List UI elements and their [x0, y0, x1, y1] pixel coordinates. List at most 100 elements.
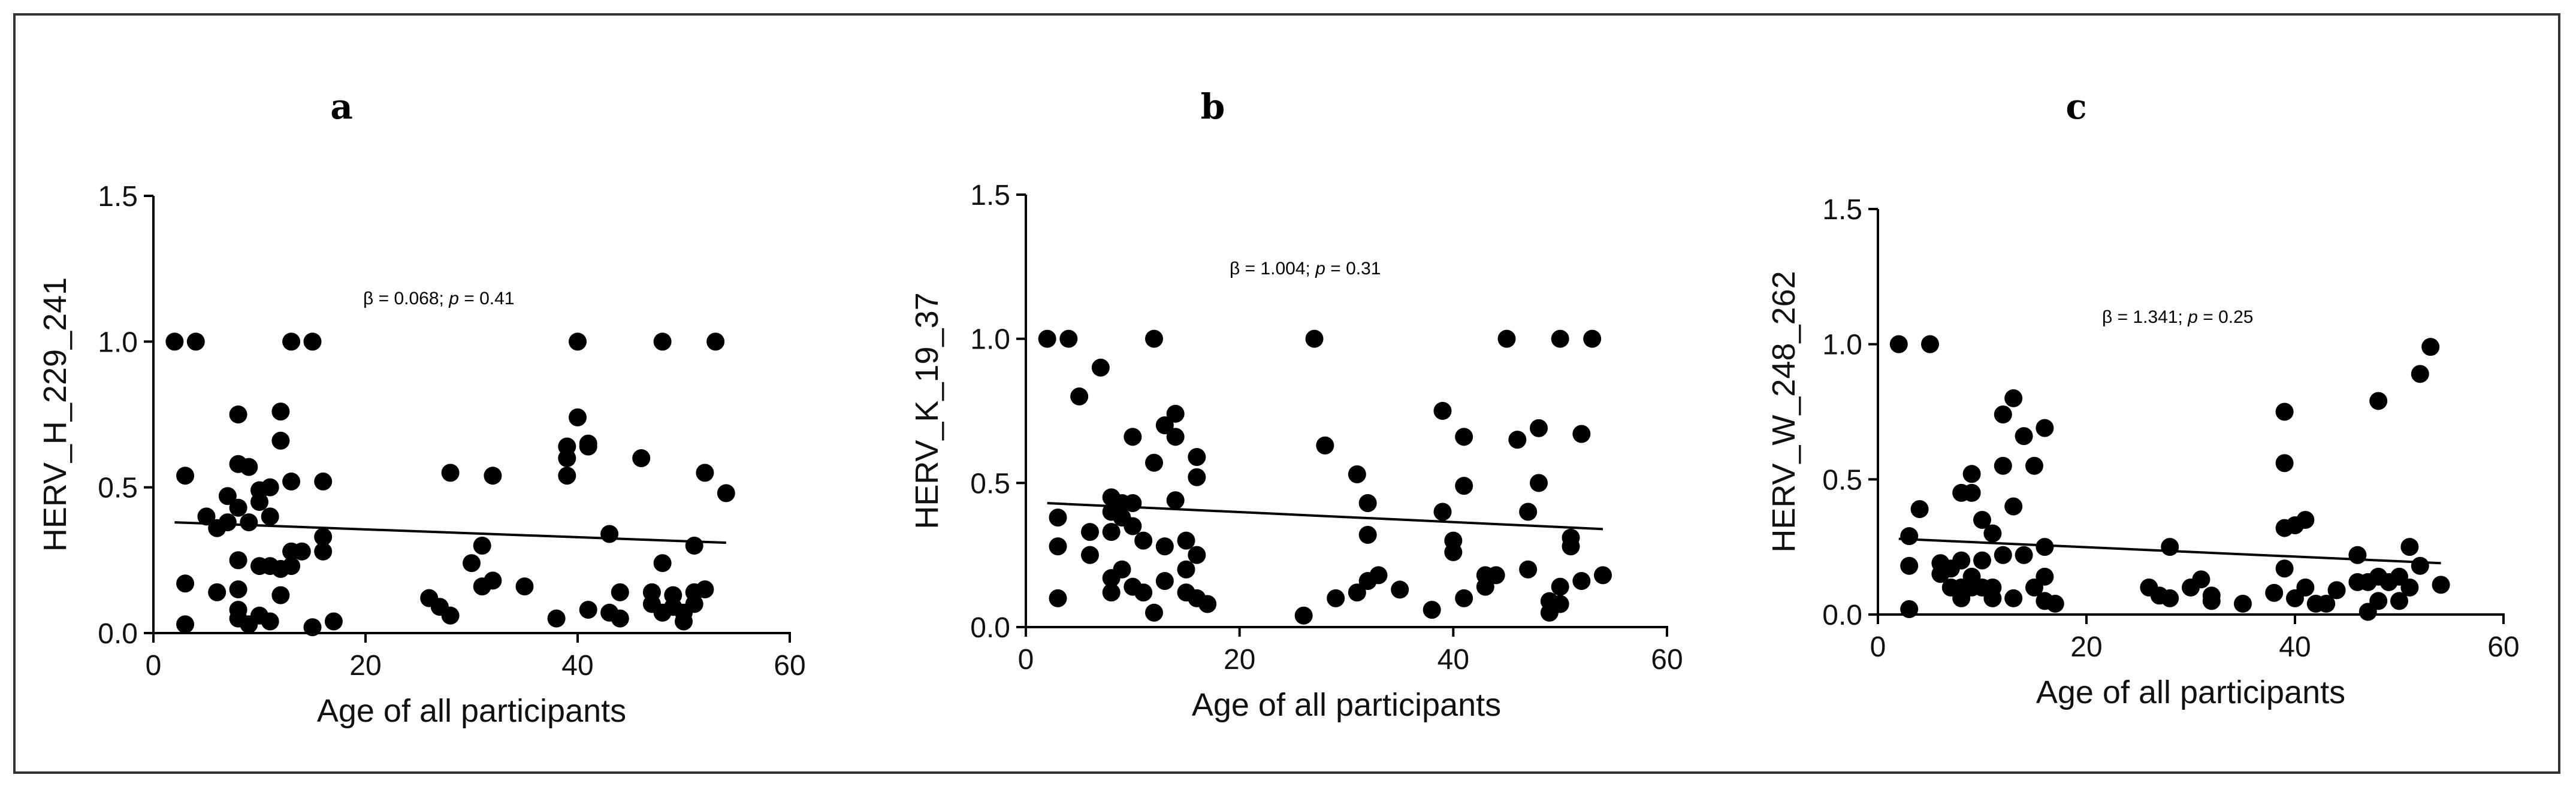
beta-value: β = 0.068;	[363, 289, 449, 308]
data-point	[1305, 329, 1324, 348]
data-point	[1508, 431, 1527, 449]
panel-c: c 0 20 40 60 0.0 0.5 1.0 1.5 Age of all participa…	[1766, 86, 2520, 710]
data-point	[218, 513, 237, 532]
y-axis-title: HERV_K_19_37	[909, 292, 945, 529]
panel-b: b 0 20 40 60 0.0 0.5 1.0 1.5 Age of all participa…	[909, 86, 1683, 723]
data-point	[441, 464, 460, 482]
data-point	[1530, 474, 1548, 492]
data-point	[1572, 425, 1591, 443]
data-point	[1049, 537, 1067, 556]
data-point	[569, 408, 587, 426]
x-tick-label: 0	[1870, 631, 1886, 663]
figure-frame	[13, 13, 2560, 774]
data-point	[2202, 592, 2221, 610]
data-point	[706, 332, 725, 351]
data-point	[1952, 551, 1971, 570]
data-point	[1433, 503, 1452, 521]
data-point	[1497, 329, 1516, 348]
beta-value: β = 1.341;	[2102, 307, 2188, 327]
beta-value: β = 1.004;	[1230, 259, 1315, 279]
x-axis-title: Age of all participants	[2036, 674, 2345, 710]
data-point	[240, 458, 258, 476]
y-tick-label: 0.5	[1822, 464, 1862, 496]
data-point	[2275, 402, 2294, 421]
data-point	[1348, 465, 1366, 483]
data-point	[2369, 392, 2388, 410]
data-point	[653, 332, 672, 351]
data-point	[1433, 402, 1452, 420]
data-point	[1900, 600, 1919, 618]
data-point	[2275, 454, 2294, 473]
y-tick-label: 0.0	[970, 612, 1010, 644]
data-point	[1889, 335, 1908, 353]
p-label: p	[448, 289, 459, 308]
data-point	[282, 557, 301, 576]
data-point	[2046, 594, 2064, 613]
data-point	[1583, 329, 1602, 348]
data-point	[1348, 583, 1366, 602]
data-point	[1572, 571, 1591, 590]
data-point	[1188, 448, 1206, 467]
data-point	[176, 574, 195, 593]
data-point	[611, 583, 629, 601]
x-axis-title: Age of all participants	[317, 693, 626, 729]
data-point	[2400, 538, 2419, 556]
data-point	[2421, 338, 2440, 356]
data-point	[1113, 560, 1131, 579]
data-point	[653, 554, 672, 573]
data-point	[261, 478, 279, 497]
data-point	[1124, 494, 1142, 513]
p-value: = 0.31	[1325, 259, 1381, 279]
data-point	[1551, 595, 1569, 613]
data-point	[282, 332, 301, 351]
data-point	[1476, 577, 1494, 596]
data-point	[1391, 580, 1409, 599]
data-point	[1038, 329, 1056, 348]
panel-label: b	[1201, 86, 1225, 127]
data-point	[303, 332, 322, 351]
data-point	[569, 332, 587, 351]
data-point	[2036, 567, 2054, 586]
data-point	[1091, 358, 1110, 377]
data-point	[229, 498, 247, 517]
data-point	[1134, 531, 1153, 550]
p-value: = 0.41	[459, 289, 515, 308]
data-point	[1081, 523, 1099, 541]
data-point	[303, 618, 322, 637]
data-point	[2369, 592, 2388, 610]
data-point	[2015, 427, 2033, 446]
data-point	[1188, 546, 1206, 564]
x-tick-label: 40	[1438, 644, 1469, 676]
y-tick-label: 0.5	[98, 473, 138, 504]
x-axis-title: Age of all participants	[1192, 687, 1501, 723]
data-point	[240, 513, 258, 532]
data-point	[324, 612, 343, 631]
y-tick-label: 1.5	[970, 180, 1010, 211]
data-point	[1198, 595, 1217, 613]
data-point	[1145, 329, 1163, 348]
data-point	[547, 609, 566, 628]
data-point	[1124, 517, 1142, 535]
data-point	[685, 537, 703, 555]
data-point	[1134, 583, 1153, 602]
data-point	[250, 493, 268, 511]
data-point	[2234, 594, 2252, 613]
data-point	[2390, 592, 2408, 610]
data-point	[696, 580, 714, 598]
data-point	[675, 612, 693, 631]
data-point	[484, 467, 502, 485]
data-point	[229, 551, 247, 570]
data-point	[1900, 556, 1919, 575]
data-point	[1423, 601, 1441, 619]
data-point	[579, 437, 597, 456]
data-point	[261, 507, 279, 526]
data-point	[282, 472, 301, 491]
data-point	[314, 542, 333, 561]
data-point	[1049, 589, 1067, 607]
data-point	[1294, 606, 1313, 625]
data-point	[2192, 570, 2210, 589]
data-point	[2036, 419, 2054, 437]
data-point	[2296, 511, 2315, 529]
p-label: p	[2187, 307, 2198, 327]
data-point	[292, 542, 311, 561]
